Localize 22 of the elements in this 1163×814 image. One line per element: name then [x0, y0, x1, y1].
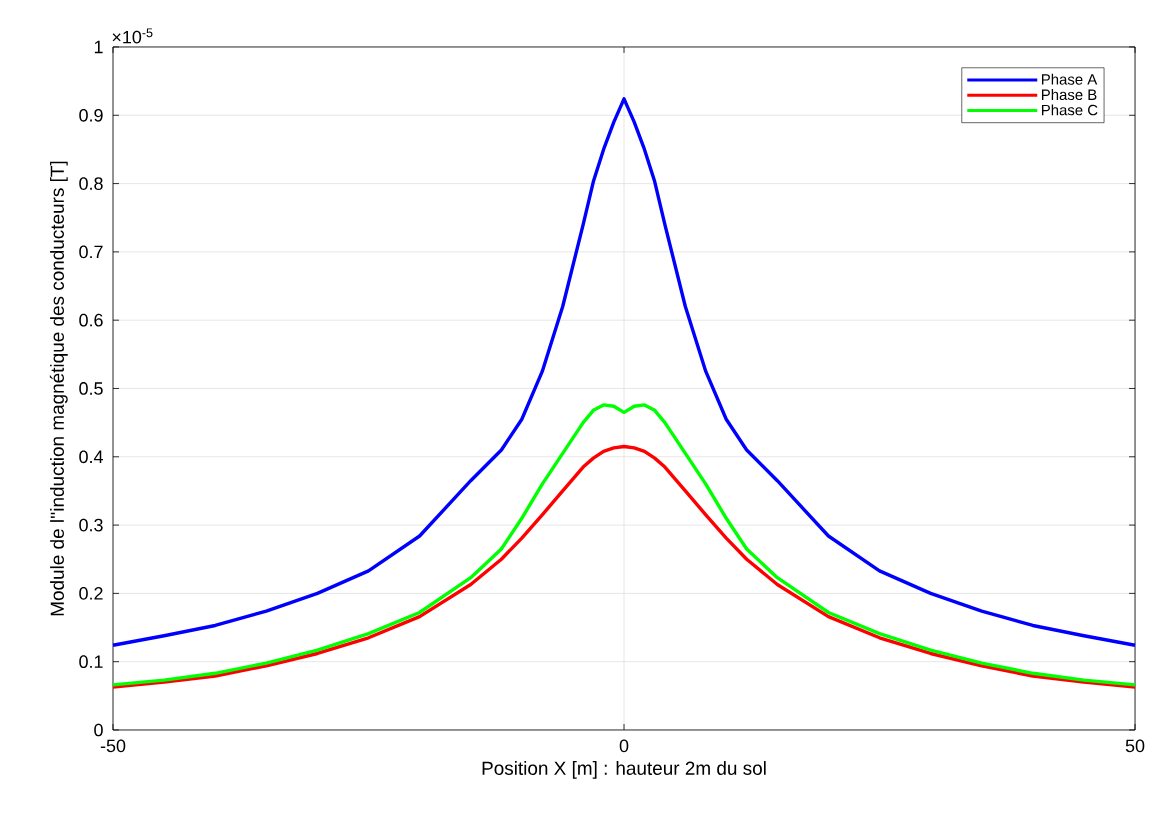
- line-series: [111, 444, 1137, 689]
- y-tick-label: 0.3: [79, 518, 103, 532]
- y-tick-label: 0.1: [79, 655, 103, 669]
- y-axis-title: Module de l''induction magnétique des conducteurs [T]: [49, 161, 68, 616]
- x-axis-title: Position X [m] : hauteur 2m du sol: [482, 761, 766, 779]
- y-tick-label: 0.4: [79, 450, 103, 464]
- y-tick-label: 0: [94, 723, 103, 737]
- line-series: [111, 403, 1137, 687]
- y-tick-label: 0.8: [79, 177, 103, 190]
- y-tick-label: 0.7: [79, 245, 103, 259]
- legend-label: Phase B: [1041, 89, 1097, 101]
- y-tick-label: 0.6: [79, 313, 103, 327]
- legend-label: Phase C: [1041, 104, 1098, 116]
- y-tick-label: 0.5: [79, 382, 103, 395]
- x-tick-label: 50: [1125, 739, 1145, 753]
- legend-label: Phase A: [1041, 73, 1098, 85]
- y-tick-label: 0.2: [79, 587, 103, 600]
- x-tick-label: -50: [100, 739, 126, 753]
- y-tick-label: 0.9: [79, 108, 103, 122]
- x-tick-label: 0: [619, 739, 629, 753]
- text: ×10$^{-5}$: [112, 28, 153, 44]
- y-tick-label: 1: [94, 40, 103, 54]
